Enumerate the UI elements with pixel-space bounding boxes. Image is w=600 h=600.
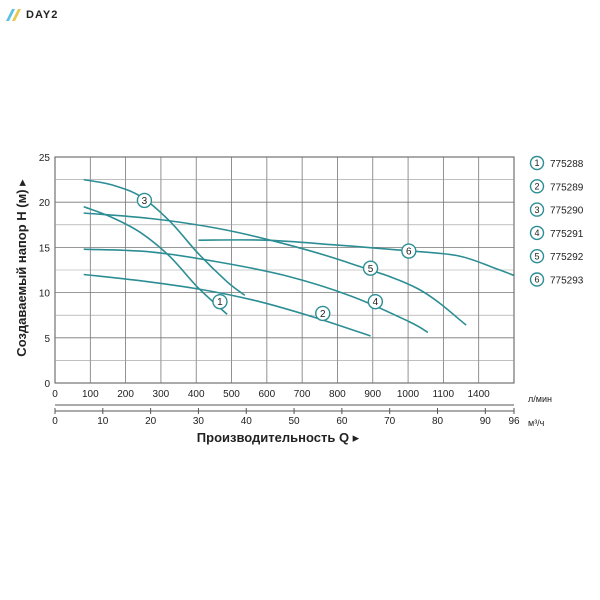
curve-number-label: 5	[368, 264, 374, 275]
y-tick-label: 10	[39, 289, 51, 300]
curve-775292	[83, 212, 467, 326]
x-axis-lpm-unit: л/мин	[528, 394, 552, 404]
curve-number-label: 4	[373, 297, 379, 308]
curve-number-label: 1	[217, 297, 223, 308]
x-tick-label-lpm: 800	[329, 389, 346, 400]
brand-logo: DAY2	[4, 8, 58, 22]
x-tick-label-lpm: 600	[258, 389, 275, 400]
y-tick-label: 5	[44, 334, 50, 345]
legend-marker-775288: 1	[529, 155, 545, 171]
curve-number-circle	[529, 225, 545, 241]
curve-number-circle	[529, 249, 545, 264]
curve-marker-775293: 6	[401, 243, 417, 259]
curve-number-label: 6	[406, 247, 412, 258]
curve-775291	[83, 248, 429, 334]
x-tick-label-m3h: 0	[52, 416, 58, 427]
curve-number-label: 5	[534, 251, 539, 261]
x-tick-label-lpm: 200	[117, 389, 134, 400]
curve-marker-775291: 4	[367, 293, 384, 310]
curve-775290	[83, 178, 246, 296]
legend-label: 775290	[550, 206, 584, 217]
legend-label: 775293	[550, 276, 584, 287]
x-axis-m3h: 0 10 20 30 40 50 60 70 80 90 96 м³/ч	[52, 408, 545, 428]
chart-legend: 1 775288 2 775289 3 775290 4 775291 5 775292 6 7752…	[529, 155, 584, 287]
legend-marker-775293: 6	[529, 272, 545, 287]
legend-label: 775288	[550, 159, 584, 170]
x-tick-label-lpm: 1400	[467, 389, 490, 400]
curve-number-label: 4	[534, 228, 539, 238]
curve-775289	[83, 273, 371, 337]
curve-marker-775289: 2	[315, 305, 331, 322]
curve-number-circle	[136, 192, 153, 209]
legend-label: 775289	[550, 182, 584, 193]
x-tick-label-lpm: 0	[52, 389, 58, 400]
x-axis-title: Производительность Q ▸	[197, 430, 360, 445]
curve-number-label: 1	[534, 158, 539, 168]
curve-number-label: 2	[320, 309, 326, 320]
curve-number-circle	[529, 179, 545, 194]
curve-number-label: 6	[534, 275, 539, 285]
curve-number-circle	[401, 243, 417, 259]
curve-number-circle	[367, 293, 384, 310]
x-axis-lpm: 0 100 200 300 400 500 600 700 800 900 1000 1100 1400…	[52, 389, 552, 406]
x-tick-label-lpm: 500	[223, 389, 240, 400]
curve-number-label: 2	[534, 182, 539, 192]
curve-marker-775292: 5	[362, 260, 379, 276]
x-tick-label-lpm: 400	[188, 389, 205, 400]
curve-775293	[198, 239, 515, 277]
x-tick-label-m3h: 10	[97, 416, 109, 427]
curve-number-circle	[362, 260, 379, 276]
curve-number-circle	[529, 202, 545, 217]
x-tick-label-m3h: 40	[241, 416, 253, 427]
x-tick-label-lpm: 900	[364, 389, 381, 400]
y-tick-label: 15	[39, 243, 51, 254]
x-tick-label-m3h: 70	[384, 416, 396, 427]
y-tick-label: 0	[44, 379, 50, 390]
curve-number-circle	[529, 155, 545, 171]
legend-marker-775292: 5	[529, 249, 545, 264]
performance-curves: 1 2 3 4 5 6	[83, 178, 515, 337]
curve-775288	[83, 205, 228, 315]
x-tick-label-m3h: 30	[193, 416, 205, 427]
x-tick-label-m3h: 50	[289, 416, 301, 427]
legend-label: 775292	[550, 252, 584, 263]
legend-marker-775289: 2	[529, 179, 545, 194]
legend-marker-775290: 3	[529, 202, 545, 217]
curve-number-circle	[315, 305, 331, 322]
double-slash-logo-icon	[4, 8, 22, 22]
curve-marker-775290: 3	[136, 192, 153, 209]
curve-number-label: 3	[534, 205, 539, 215]
x-tick-label-m3h: 80	[432, 416, 444, 427]
x-tick-label-lpm: 1000	[397, 389, 420, 400]
chart-grid	[54, 156, 515, 384]
x-tick-label-lpm: 700	[294, 389, 311, 400]
x-tick-label-m3h: 90	[480, 416, 492, 427]
y-tick-label: 25	[39, 153, 51, 164]
legend-label: 775291	[550, 229, 584, 240]
x-tick-label-m3h: 96	[508, 416, 520, 427]
curve-number-circle	[212, 293, 228, 310]
logo-text: DAY2	[26, 9, 59, 21]
y-tick-label: 20	[39, 198, 51, 209]
x-tick-label-m3h: 20	[145, 416, 157, 427]
curve-marker-775288: 1	[212, 293, 228, 310]
x-tick-label-m3h: 60	[336, 416, 348, 427]
y-axis: 0 5 10 15 20 25	[39, 153, 51, 390]
x-axis-m3h-unit: м³/ч	[528, 418, 545, 428]
x-tick-label-lpm: 1100	[433, 389, 455, 400]
curve-number-circle	[529, 272, 545, 287]
x-tick-label-lpm: 300	[153, 389, 170, 400]
y-axis-title: Создаваемый напор H (м) ▸	[14, 179, 29, 357]
legend-marker-775291: 4	[529, 225, 545, 241]
x-tick-label-lpm: 100	[82, 389, 99, 400]
curve-number-label: 3	[142, 196, 148, 207]
